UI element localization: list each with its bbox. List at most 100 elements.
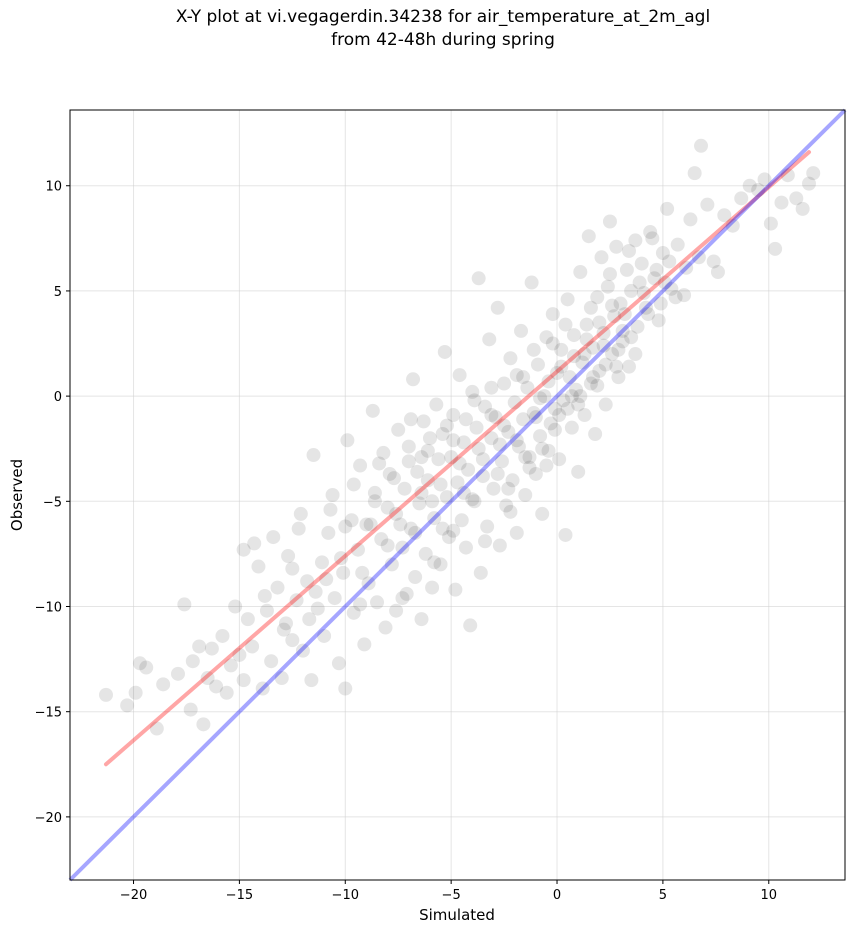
data-point: [454, 513, 469, 528]
data-point: [149, 721, 164, 736]
data-point: [412, 496, 427, 511]
data-point: [156, 677, 171, 692]
chart-title-line2: from 42-48h during spring: [331, 30, 555, 50]
data-point: [638, 300, 653, 315]
reference-lines: [68, 108, 847, 882]
data-point: [429, 397, 444, 412]
x-tick-label: −10: [332, 888, 359, 903]
data-point: [367, 494, 382, 509]
data-point: [533, 429, 548, 444]
data-point: [293, 506, 308, 521]
data-point: [547, 422, 562, 437]
data-point: [232, 647, 247, 662]
data-point: [592, 363, 607, 378]
data-point: [471, 271, 486, 286]
data-point: [355, 565, 370, 580]
data-point: [535, 441, 550, 456]
data-point: [554, 342, 569, 357]
data-point: [560, 292, 575, 307]
data-point: [554, 359, 569, 374]
data-point: [583, 376, 598, 391]
data-point: [547, 401, 562, 416]
data-point: [285, 633, 300, 648]
data-point: [516, 370, 531, 385]
data-point: [613, 296, 628, 311]
data-point: [120, 698, 135, 713]
data-point: [437, 344, 452, 359]
data-point: [403, 521, 418, 536]
data-point: [425, 580, 440, 595]
data-point: [259, 603, 274, 618]
data-point: [363, 517, 378, 532]
y-tick-label: 0: [54, 390, 62, 405]
data-point: [183, 702, 198, 717]
data-point: [615, 334, 630, 349]
data-point: [132, 656, 147, 671]
data-point: [446, 523, 461, 538]
data-point: [467, 494, 482, 509]
data-point: [594, 250, 609, 265]
data-point: [228, 599, 243, 614]
data-point: [694, 138, 709, 153]
data-point: [607, 309, 622, 324]
data-point: [539, 458, 554, 473]
data-point: [319, 572, 334, 587]
data-point: [605, 347, 620, 362]
data-point: [598, 357, 613, 372]
data-point: [461, 462, 476, 477]
x-tick-label: 10: [760, 888, 777, 903]
data-point: [456, 435, 471, 450]
data-point: [469, 420, 484, 435]
data-point: [425, 494, 440, 509]
data-point: [533, 391, 548, 406]
data-point: [528, 466, 543, 481]
data-point: [598, 397, 613, 412]
data-point: [245, 639, 260, 654]
data-point: [382, 466, 397, 481]
data-point: [717, 208, 732, 223]
data-point: [503, 504, 518, 519]
data-point: [628, 233, 643, 248]
data-point: [420, 443, 435, 458]
data-point: [357, 637, 372, 652]
data-point: [630, 319, 645, 334]
data-point: [98, 687, 113, 702]
data-point: [300, 574, 315, 589]
data-point: [361, 576, 376, 591]
data-point: [596, 326, 611, 341]
data-point: [408, 525, 423, 540]
data-point: [588, 426, 603, 441]
data-point: [446, 433, 461, 448]
data-point: [389, 506, 404, 521]
data-point: [291, 521, 306, 536]
data-point: [600, 279, 615, 294]
data-point: [384, 557, 399, 572]
data-point: [573, 264, 588, 279]
data-point: [391, 422, 406, 437]
data-point: [541, 443, 556, 458]
data-point: [566, 349, 581, 364]
data-point: [410, 464, 425, 479]
data-point: [295, 643, 310, 658]
data-point: [431, 452, 446, 467]
data-point: [579, 317, 594, 332]
data-point: [492, 538, 507, 553]
x-tick-label: −20: [120, 888, 147, 903]
data-point: [683, 212, 698, 227]
data-point: [789, 191, 804, 206]
data-point: [564, 420, 579, 435]
x-tick-label: 5: [659, 888, 667, 903]
data-point: [636, 286, 651, 301]
data-point: [274, 671, 289, 686]
data-point: [365, 403, 380, 418]
data-point: [414, 485, 429, 500]
data-point: [562, 370, 577, 385]
data-point: [478, 534, 493, 549]
plot-frame: [69, 109, 846, 881]
x-axis-label: Simulated: [419, 906, 495, 924]
data-point: [336, 565, 351, 580]
data-point: [710, 264, 725, 279]
data-point: [609, 239, 624, 254]
y-axis-label: Observed: [8, 459, 26, 531]
chart-title-line1: X-Y plot at vi.vegagerdin.34238 for air_…: [175, 7, 711, 27]
